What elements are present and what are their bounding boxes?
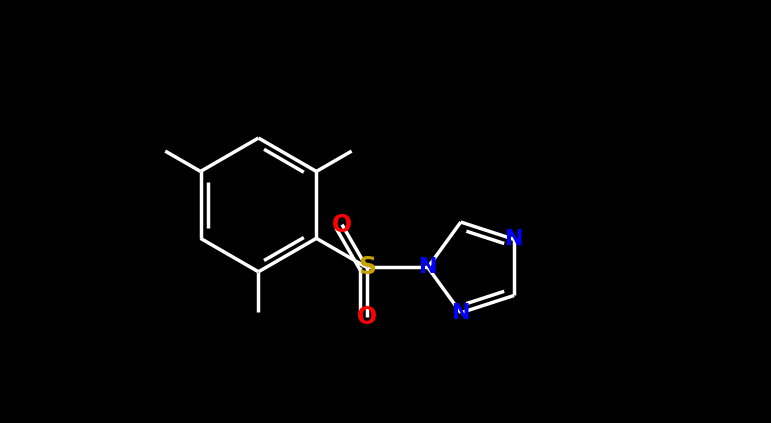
Text: O: O [332,213,352,236]
Text: N: N [419,258,437,277]
Text: O: O [357,305,377,329]
Text: N: N [452,303,470,323]
Text: S: S [358,255,375,280]
Text: N: N [505,229,524,250]
